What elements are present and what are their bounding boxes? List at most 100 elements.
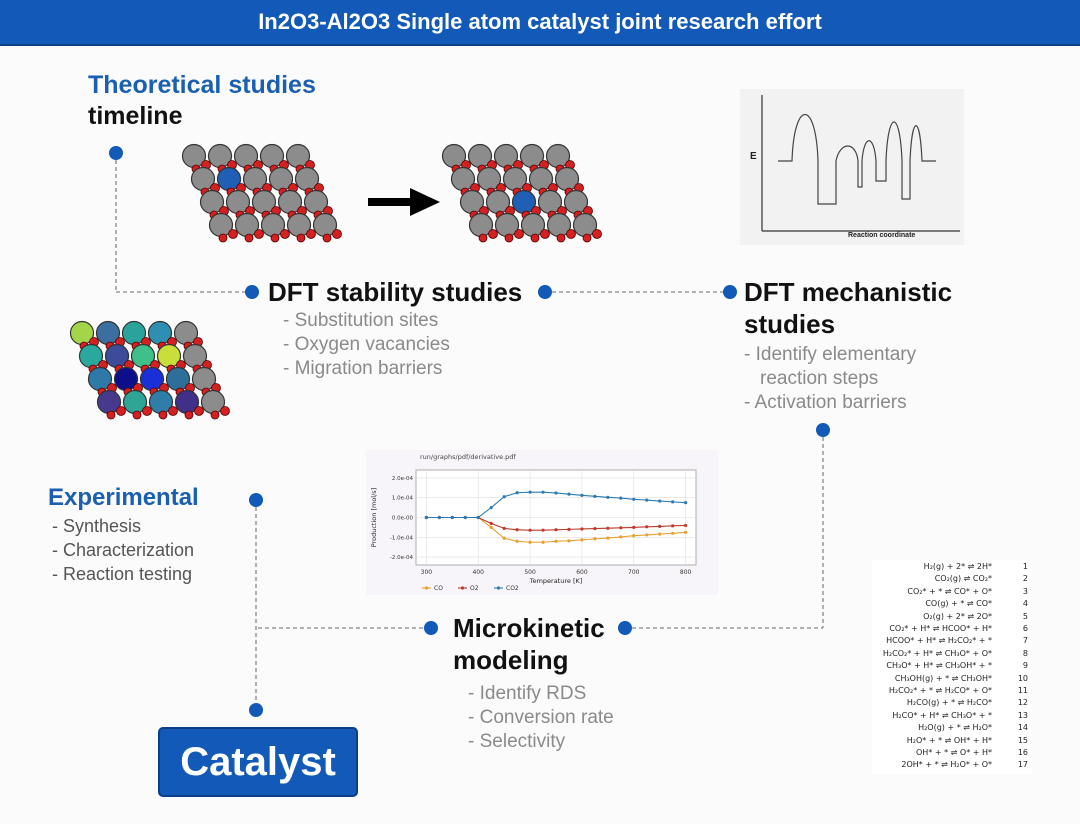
data-point-co2: [658, 499, 662, 503]
catalyst-label: Catalyst: [180, 739, 336, 784]
data-point-co2: [567, 492, 571, 496]
oxygen-atom: [540, 229, 550, 239]
reaction-number: 1: [1022, 562, 1028, 571]
oxygen-atom: [296, 233, 306, 243]
reaction-number: 11: [1017, 686, 1028, 695]
list-item: - Identify elementary: [744, 344, 917, 365]
reaction-number: 13: [1017, 710, 1028, 720]
theory-heading: Theoretical studies timeline: [88, 70, 316, 132]
node-theory: [109, 146, 123, 160]
y-tick-label: 2.0e-04: [392, 476, 414, 482]
microkinetic-title-line1: Microkinetic: [453, 613, 605, 643]
oxygen-atom: [322, 233, 332, 243]
list-item: - Synthesis: [52, 516, 142, 536]
reaction-number: 14: [1017, 723, 1028, 733]
reaction-row: CO(g) + * ⇌ CO* 4: [872, 599, 1032, 612]
reaction-list: H₂(g) + 2* ⇌ 2H* 1 CO₂(g) ⇌ CO₂* 2 CO₂* + * …: [872, 560, 1032, 774]
oxygen-atom: [504, 233, 514, 243]
reaction-equation: H₂CO₂* + * ⇌ H₂CO* + O*: [888, 686, 992, 695]
oxygen-atom: [488, 229, 498, 239]
data-point-co2: [606, 495, 610, 499]
list-item: - Substitution sites: [283, 310, 439, 331]
oxygen-atom: [566, 229, 576, 239]
arrow-icon: [368, 188, 440, 216]
data-point-co2: [528, 490, 532, 494]
banner: In2O3-Al2O3 Single atom catalyst joint r…: [0, 0, 1080, 46]
dft-mechanistic-title: DFT mechanistic studies: [744, 276, 952, 340]
reaction-row: CO₂(g) ⇌ CO₂* 2: [872, 574, 1032, 587]
data-point-o2: [541, 528, 545, 532]
reaction-row: H₂O* + * ⇌ OH* + H* 15: [872, 736, 1032, 749]
data-point-co: [619, 535, 623, 539]
oxygen-atom: [332, 229, 342, 239]
node-micro-right: [618, 621, 632, 635]
reaction-equation: H₂O(g) + * ⇌ H₂O*: [918, 723, 992, 733]
reaction-equation: H₂O* + * ⇌ OH* + H*: [906, 735, 992, 745]
oxygen-atom: [228, 229, 238, 239]
energy-xlabel: Reaction coordinate: [848, 232, 916, 239]
data-point-co2: [632, 497, 636, 501]
theory-title-black: timeline: [88, 102, 183, 130]
data-point-o2: [554, 528, 558, 532]
reaction-equation: H₂(g) + 2* ⇌ 2H*: [923, 562, 992, 571]
data-point-co2: [541, 490, 545, 494]
reaction-row: CH₃O* + H* ⇌ CH₃OH* + * 9: [872, 661, 1032, 674]
data-point-co: [606, 536, 610, 540]
list-item: reaction steps: [760, 368, 879, 389]
list-item: - Conversion rate: [468, 707, 614, 728]
data-point-co: [528, 540, 532, 544]
reaction-number: 3: [1022, 586, 1028, 596]
data-point-co2: [476, 515, 480, 520]
x-tick-label: 800: [680, 569, 692, 576]
experimental-title: Experimental: [48, 484, 199, 511]
legend-marker: [496, 586, 501, 590]
reaction-equation: 2OH* + * ⇌ H₂O* + O*: [901, 760, 992, 770]
data-point-co2: [463, 515, 467, 520]
oxygen-atom: [592, 229, 602, 239]
list-item: - Identify RDS: [468, 683, 587, 704]
data-point-co2: [671, 500, 675, 504]
data-point-o2: [489, 521, 493, 526]
reaction-row: H₂CO₂* + H* ⇌ CH₃O* + O* 8: [872, 649, 1032, 662]
dft-mechanistic-title-line2: studies: [744, 309, 836, 339]
reaction-number: 10: [1017, 673, 1028, 683]
reaction-number: 4: [1022, 599, 1028, 609]
data-point-co2: [645, 498, 649, 502]
x-tick-label: 500: [524, 569, 536, 576]
reaction-equation: OH* + * ⇌ O* + H*: [916, 748, 992, 757]
data-point-co: [658, 532, 662, 536]
node-dft-stability-left: [245, 285, 259, 299]
x-tick-label: 300: [421, 569, 433, 576]
data-point-co2: [450, 515, 454, 520]
oxygen-atom: [244, 233, 254, 243]
reaction-number: 16: [1017, 748, 1028, 757]
reaction-row: O₂(g) + 2* ⇌ 2O* 5: [872, 612, 1032, 625]
oxygen-atom: [106, 410, 116, 420]
data-point-co: [632, 534, 636, 538]
reaction-number: 9: [1022, 661, 1028, 671]
data-point-o2: [606, 526, 610, 530]
reaction-equation: HCOO* + H* ⇌ H₂CO₂* + *: [886, 636, 992, 646]
legend-label: CO: [434, 585, 443, 592]
oxygen-atom: [270, 233, 280, 243]
reaction-row: CH₃OH(g) + * ⇌ CH₃OH* 10: [872, 674, 1032, 687]
oxygen-atom: [306, 229, 316, 239]
list-item: - Oxygen vacancies: [283, 334, 450, 355]
oxygen-atom: [218, 233, 228, 243]
reaction-row: CO₂* + * ⇌ CO* + O* 3: [872, 587, 1032, 600]
reaction-equation: CO₂* + H* ⇌ HCOO* + H*: [889, 624, 992, 633]
microkinetic-title: Microkinetic modeling: [453, 612, 605, 676]
data-point-co: [554, 539, 558, 543]
data-point-o2: [502, 526, 506, 530]
node-mechanistic-bottom: [816, 423, 830, 437]
reaction-row: OH* + * ⇌ O* + H* 16: [872, 748, 1032, 761]
data-point-co2: [424, 515, 428, 520]
node-dft-stability-right: [538, 285, 552, 299]
x-tick-label: 400: [472, 569, 484, 576]
y-tick-label: -1.0e-04: [390, 535, 414, 541]
oxygen-atom: [168, 406, 178, 416]
list-item: - Characterization: [52, 540, 195, 560]
dft-mechanistic-list: - Identify elementary reaction steps - A…: [744, 343, 916, 415]
